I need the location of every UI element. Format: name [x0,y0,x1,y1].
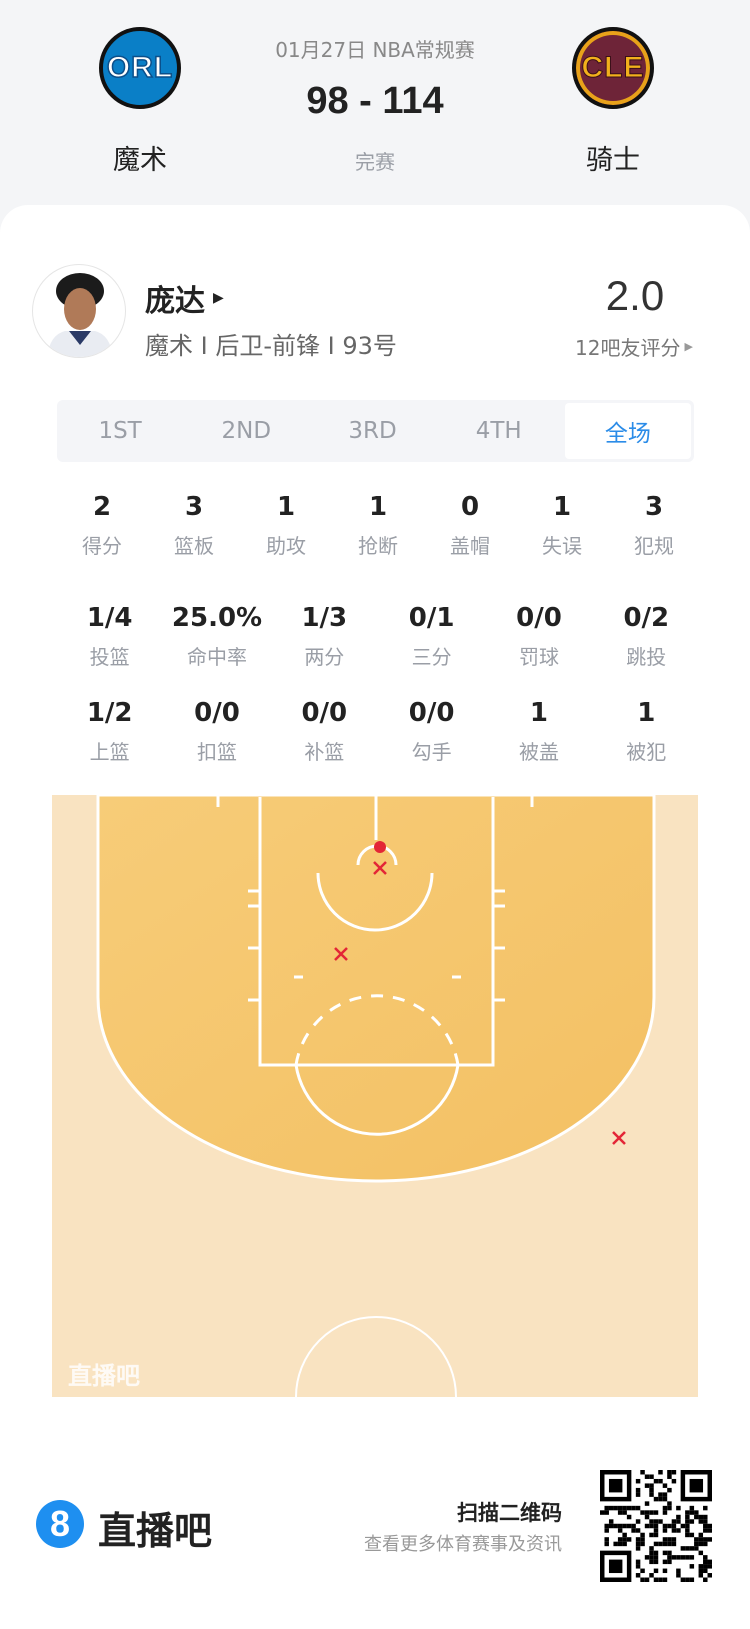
stat-item: 0/0 补篮 [271,698,378,765]
stat-label: 被盖 [518,740,559,764]
stat-value: 0/0 [194,698,240,728]
cle-team-logo[interactable]: CLE [572,27,654,109]
stat-value: 0/0 [301,698,348,728]
stat-item: 1 失误 [516,492,608,559]
stat-item: 1 被犯 [593,698,700,765]
stat-value: 1 [552,492,572,522]
stat-item: 1/3 两分 [271,603,378,670]
stat-item: 3 犯规 [608,492,700,559]
match-date-league: 01月27日 NBA常规赛 [275,38,475,62]
scan-qr-title: 扫描二维码 [457,1501,562,1525]
period-tabs: 1ST 2ND 3RD 4TH 全场 [57,400,694,462]
match-score: 98 - 114 [306,80,444,122]
stats-row-shooting: 1/4 投篮 25.0% 命中率 1/3 两分 0/1 三分 0/0 罚球 0/2 跳投 [56,603,700,670]
stat-value: 1 [637,698,656,728]
stat-item: 0/1 三分 [378,603,485,670]
watermark: 直播吧 [68,1362,140,1390]
stat-item: 1 抢断 [332,492,424,559]
stat-item: 1 助攻 [240,492,332,559]
stat-value: 1 [368,492,388,522]
qr-code[interactable] [600,1470,712,1582]
stat-item: 0 盖帽 [424,492,516,559]
stat-value: 1/2 [86,698,133,728]
stat-item: 1/2 上篮 [56,698,163,765]
stat-label: 扣篮 [196,740,237,764]
stat-label: 助攻 [266,534,306,558]
stat-label: 投篮 [89,645,130,669]
stat-value: 0/0 [516,603,562,633]
stat-item: 0/2 跳投 [593,603,700,670]
stat-value: 1 [276,492,296,522]
stat-value: 0/2 [623,603,670,633]
tab-2nd[interactable]: 2ND [221,418,272,444]
orl-team-logo[interactable]: ORL [99,27,181,109]
away-team-name: 骑士 [586,145,640,176]
missed-shot-marker [373,861,387,875]
stat-item: 2 得分 [56,492,148,559]
stat-value: 0/1 [408,603,455,633]
scan-qr-subtitle: 查看更多体育赛事及资讯 [364,1534,562,1555]
stat-label: 得分 [82,534,122,558]
missed-shot-marker [334,947,348,961]
stat-label: 勾手 [411,740,452,764]
stat-value: 2 [92,492,112,522]
stat-label: 失误 [542,534,582,558]
caret-right-icon: ▶ [684,340,693,353]
three-point-line [96,795,656,1183]
paint-lane [258,797,495,1067]
stat-label: 两分 [304,645,345,669]
tab-full-game[interactable]: 全场 [564,403,692,459]
home-team-name: 魔术 [113,145,167,176]
rating-link[interactable]: 12吧友评分 ▶ [575,336,693,360]
stat-item: 0/0 罚球 [485,603,592,670]
match-status: 完赛 [355,150,395,174]
made-shot-marker [374,841,386,853]
stat-value: 0 [460,492,480,522]
stat-item: 0/0 勾手 [378,698,485,765]
stat-label: 抢断 [358,534,398,558]
player-rating: 2.0 [605,272,665,319]
stat-label: 补篮 [304,740,345,764]
stat-label: 上篮 [89,740,130,764]
player-name-link[interactable]: 庞达 ▶ [145,284,224,319]
player-photo-icon [47,273,113,357]
stat-value: 1 [529,698,549,728]
stat-item: 1 被盖 [485,698,592,765]
stat-label: 盖帽 [450,534,490,558]
stat-label: 罚球 [518,645,559,669]
stat-value: 3 [184,492,204,522]
stats-row-shot-types: 1/2 上篮 0/0 扣篮 0/0 补篮 0/0 勾手 1 被盖 1 被犯 [56,698,700,765]
stat-label: 被犯 [626,740,667,764]
brand-logo-icon: 8 [36,1500,84,1548]
missed-shot-marker [612,1131,626,1145]
stat-value: 1/3 [301,603,348,633]
stat-value: 1/4 [86,603,133,633]
shot-chart-court: 直播吧 [52,795,698,1397]
stat-label: 跳投 [626,645,667,669]
player-avatar[interactable] [32,264,126,358]
stats-row-basic: 2 得分 3 篮板 1 助攻 1 抢断 0 盖帽 1 失误 3 犯规 [56,492,700,559]
stat-value: 3 [644,492,664,522]
stat-label: 篮板 [174,534,214,558]
stat-label: 命中率 [186,645,247,669]
stat-value: 25.0% [171,603,263,633]
stat-value: 0/0 [408,698,455,728]
stat-item: 25.0% 命中率 [163,603,270,670]
stat-label: 犯规 [634,534,674,558]
tab-4th[interactable]: 4TH [475,418,522,444]
caret-right-icon: ▶ [213,290,224,306]
tab-1st[interactable]: 1ST [98,418,142,444]
stat-label: 三分 [411,645,452,669]
stat-item: 1/4 投篮 [56,603,163,670]
tab-3rd[interactable]: 3RD [348,418,397,444]
center-circle [295,1316,457,1397]
brand-name: 直播吧 [98,1509,213,1553]
stat-item: 0/0 扣篮 [163,698,270,765]
stat-item: 3 篮板 [148,492,240,559]
player-info: 魔术 I 后卫-前锋 I 93号 [145,332,397,360]
